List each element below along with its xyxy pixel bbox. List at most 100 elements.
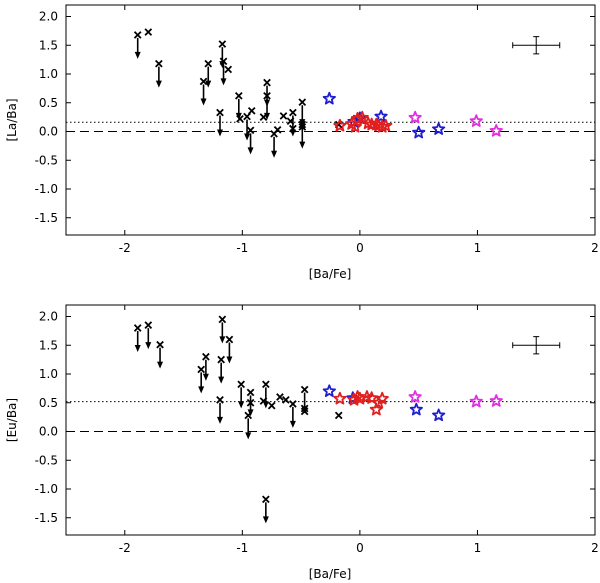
x-marker-stroke (155, 59, 163, 68)
data-point-x (267, 401, 276, 410)
y-tick-label: -1.0 (35, 182, 58, 196)
x-tick-label: -1 (236, 241, 248, 255)
y-tick-label: 0.0 (39, 425, 58, 439)
x-marker-stroke (276, 393, 284, 401)
x-marker-stroke (262, 495, 270, 504)
x-marker-stroke (156, 340, 164, 349)
x-marker-stroke (267, 401, 276, 410)
y-tick-label: 0.5 (39, 396, 58, 410)
y-tick-label: -1.5 (35, 211, 58, 225)
x-tick-label: 2 (591, 541, 599, 555)
data-point-upper-limit (144, 321, 153, 350)
x-tick-label: 1 (474, 541, 482, 555)
data-point-star (375, 391, 389, 405)
y-tick-label: -0.5 (35, 153, 58, 167)
data-point-star (409, 402, 423, 416)
x-marker-stroke (300, 404, 309, 413)
data-point-star (322, 91, 336, 105)
x-marker-stroke (225, 335, 234, 344)
upper-limit-arrow-head (289, 420, 296, 428)
data-point-star (365, 117, 379, 131)
data-point-upper-limit (199, 77, 208, 106)
data-point-star (322, 384, 336, 397)
data-point-upper-limit (218, 315, 227, 344)
x-marker-stroke (334, 411, 343, 420)
x-marker-stroke (263, 78, 271, 87)
x-tick-label: 2 (591, 241, 599, 255)
x-marker-stroke (237, 380, 245, 389)
data-point-star (489, 124, 503, 137)
data-point-upper-limit (217, 355, 226, 384)
upper-limit-arrow-head (198, 386, 205, 394)
x-marker-stroke (262, 380, 270, 389)
x-marker-stroke (218, 40, 227, 48)
x-marker-stroke (298, 120, 307, 129)
x-marker-stroke (216, 108, 224, 117)
data-point-x (259, 397, 268, 405)
x-marker-stroke (298, 98, 307, 107)
data-point-upper-limit (262, 380, 270, 409)
upper-limit-arrow-head (244, 133, 251, 141)
upper-limit-arrow-head (226, 356, 233, 364)
x-marker-stroke (247, 106, 256, 115)
x-marker-stroke (286, 117, 295, 125)
data-point-star (408, 110, 422, 124)
x-tick-label: -2 (119, 541, 131, 555)
x-marker-stroke (289, 108, 297, 117)
y-tick-label: 2.0 (39, 310, 58, 324)
x-marker-stroke (219, 57, 228, 66)
upper-limit-arrow-head (134, 51, 141, 59)
data-point-star (432, 408, 446, 422)
x-marker-stroke (133, 31, 142, 39)
upper-limit-arrow-head (200, 98, 207, 106)
data-point-x (246, 398, 255, 407)
data-point-star (489, 394, 503, 407)
data-point-upper-limit (202, 352, 210, 381)
data-point-x (289, 124, 297, 133)
upper-limit-arrow-head (155, 80, 162, 88)
data-point-upper-limit (300, 385, 309, 414)
x-marker-stroke (133, 324, 142, 332)
y-tick-label: 1.5 (39, 38, 58, 52)
data-point-upper-limit (246, 126, 255, 155)
data-point-upper-limit (197, 365, 206, 394)
upper-limit-arrow-head (218, 376, 225, 384)
data-point-x (300, 407, 309, 416)
x-tick-label: -2 (119, 241, 131, 255)
upper-limit-arrow-head (247, 147, 254, 155)
data-point-upper-limit (225, 335, 234, 364)
y-tick-label: 2.0 (39, 10, 58, 24)
upper-limit-arrow-head (299, 119, 306, 127)
upper-limit-arrow-head (299, 141, 306, 149)
data-point-upper-limit (234, 92, 243, 120)
upper-limit-arrow-head (205, 80, 212, 88)
x-marker-stroke (144, 28, 153, 36)
x-marker-stroke (234, 92, 243, 100)
panel-bottom-eu-ba: [Ba/Fe] [Eu/Ba] -2 -1 0 1 2 2.0 1.5 1.0 0.5 0.0 -0… (5, 304, 599, 581)
x-marker-stroke (259, 397, 268, 405)
data-point-upper-limit (204, 59, 213, 88)
data-point-x (236, 115, 244, 123)
data-point-star (432, 122, 446, 135)
x-marker-stroke (144, 321, 153, 329)
x-marker-stroke (217, 355, 226, 364)
upper-limit-arrow-head (301, 406, 308, 414)
x-marker-stroke (298, 123, 307, 131)
data-point-upper-limit (263, 78, 271, 107)
x-tick-label: 0 (356, 541, 364, 555)
data-point-upper-limit (262, 495, 270, 524)
data-point-upper-limit (133, 324, 142, 352)
x-marker-stroke (224, 65, 233, 74)
data-point-star (408, 390, 422, 403)
x-tick-label: -1 (236, 541, 248, 555)
upper-limit-arrow-head (262, 516, 269, 524)
data-point-star (374, 109, 388, 123)
data-point-x (334, 411, 343, 420)
upper-limit-arrow-head (145, 342, 152, 350)
x-tick-label: 0 (356, 241, 364, 255)
x-marker-stroke (202, 352, 210, 361)
x-marker-stroke (246, 388, 255, 397)
data-point-upper-limit (216, 396, 224, 424)
data-point-upper-limit (237, 380, 245, 409)
data-point-star (350, 111, 365, 125)
